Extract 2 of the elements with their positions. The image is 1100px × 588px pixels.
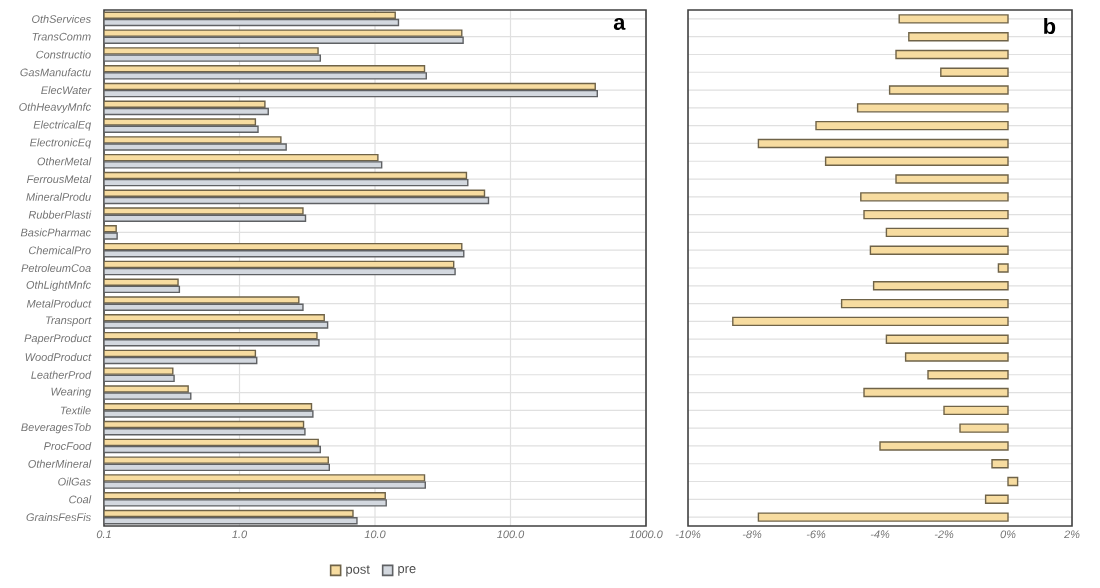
chart-title: a xyxy=(613,17,626,30)
chart-title: b xyxy=(1044,17,1056,35)
